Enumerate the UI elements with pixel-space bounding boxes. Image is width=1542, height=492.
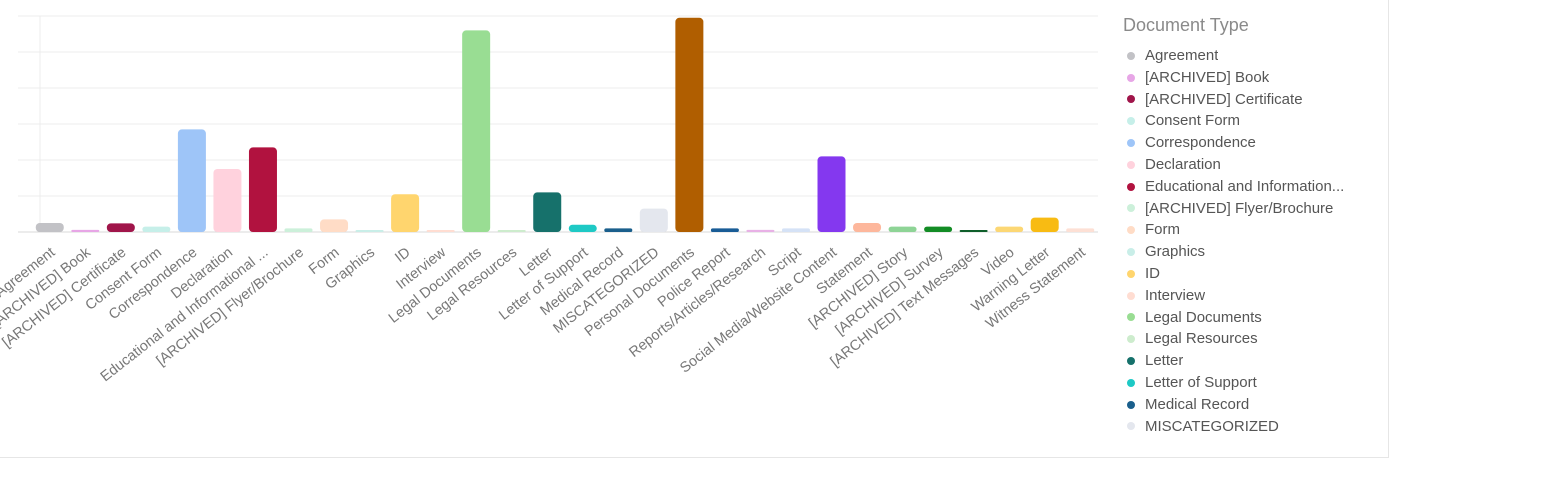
legend-item[interactable]: Letter of Support: [1123, 372, 1383, 394]
legend-color-dot-icon: [1127, 269, 1135, 278]
legend-item-label: Form: [1145, 221, 1180, 239]
legend-color-dot-icon: [1127, 73, 1135, 82]
legend-item-label: Agreement: [1145, 47, 1219, 64]
bar[interactable]: [995, 226, 1024, 232]
bar[interactable]: [355, 230, 384, 232]
legend-color-dot-icon: [1127, 117, 1135, 126]
bar[interactable]: [106, 223, 135, 232]
legend-item[interactable]: Educational and Information...: [1123, 176, 1383, 198]
bar[interactable]: [177, 129, 206, 232]
x-tick-label: ID: [392, 245, 413, 267]
bar[interactable]: [959, 230, 988, 232]
bar[interactable]: [746, 229, 775, 232]
legend-color-dot-icon: [1127, 422, 1135, 431]
legend-item-label: Correspondence: [1145, 134, 1256, 152]
legend-title: Document Type: [1123, 15, 1249, 35]
bar[interactable]: [675, 17, 704, 232]
legend-color-dot-icon: [1127, 400, 1135, 409]
legend-item[interactable]: Form: [1123, 219, 1383, 241]
legend-item[interactable]: [ARCHIVED] Certificate: [1123, 89, 1383, 111]
legend-item[interactable]: Declaration: [1123, 154, 1383, 176]
bar[interactable]: [1066, 228, 1095, 232]
bar[interactable]: [853, 223, 882, 232]
legend-item[interactable]: [ARCHIVED] Book: [1123, 67, 1383, 89]
legend-item-label: [ARCHIVED] Book: [1145, 68, 1270, 86]
legend-item[interactable]: Letter: [1123, 350, 1383, 372]
bar[interactable]: [248, 147, 277, 232]
legend-item-label: [ARCHIVED] Flyer/Brochure: [1145, 199, 1334, 217]
bar[interactable]: [284, 228, 313, 232]
bar[interactable]: [710, 228, 739, 232]
legend-item[interactable]: Legal Resources: [1123, 328, 1383, 350]
bar[interactable]: [462, 30, 491, 233]
legend-item-label: Consent Form: [1145, 112, 1241, 130]
legend-item-label: Letter of Support: [1145, 373, 1257, 391]
bar[interactable]: [426, 230, 455, 232]
legend-item[interactable]: ID: [1123, 263, 1383, 285]
chart-panel: Agreement [ARCHIVED] Book [ARCHIVED] Certi…: [0, 0, 1389, 458]
bar[interactable]: [71, 229, 100, 232]
legend-item-label: Medical Record: [1145, 395, 1250, 413]
bar[interactable]: [391, 194, 420, 232]
legend-item-label: [ARCHIVED] Certificate: [1145, 90, 1303, 108]
bar[interactable]: [924, 226, 953, 232]
legend-item[interactable]: Legal Documents: [1123, 307, 1383, 329]
bar[interactable]: [497, 230, 526, 232]
bar[interactable]: [568, 224, 597, 232]
bar[interactable]: [213, 169, 242, 232]
legend-color-dot-icon: [1127, 378, 1135, 387]
legend-item-label: Letter: [1145, 352, 1184, 370]
legend-item[interactable]: Graphics: [1123, 241, 1383, 263]
legend-item-label: Legal Documents: [1145, 308, 1262, 326]
bar[interactable]: [817, 156, 846, 232]
legend-item-label: MISCATEGORIZED: [1145, 417, 1279, 435]
legend-item[interactable]: Medical Record: [1123, 394, 1383, 416]
legend-color-dot-icon: [1127, 139, 1135, 148]
bar[interactable]: [604, 228, 633, 232]
legend-item[interactable]: MISCATEGORIZED: [1123, 416, 1383, 438]
legend-item-label: Educational and Information...: [1145, 177, 1345, 195]
chart-legend: Document Type Agreement [ARCHIVED] Book [A…: [1123, 13, 1383, 437]
bar[interactable]: [1030, 217, 1059, 232]
bar[interactable]: [781, 228, 810, 232]
legend-color-dot-icon: [1127, 51, 1135, 60]
legend-item-label: Legal Resources: [1145, 330, 1258, 348]
legend-color-dot-icon: [1127, 160, 1135, 169]
legend-color-dot-icon: [1127, 226, 1135, 235]
chart-bars: [35, 17, 1095, 233]
legend-item[interactable]: Agreement: [1123, 45, 1383, 67]
legend-item[interactable]: Consent Form: [1123, 110, 1383, 132]
legend-item-label: Interview: [1145, 286, 1206, 304]
bar[interactable]: [35, 223, 64, 232]
legend-item-label: Declaration: [1145, 155, 1221, 173]
legend-color-dot-icon: [1127, 313, 1135, 322]
legend-color-dot-icon: [1127, 291, 1135, 300]
legend-item[interactable]: Interview: [1123, 285, 1383, 307]
legend-color-dot-icon: [1127, 248, 1135, 257]
legend-item[interactable]: Correspondence: [1123, 132, 1383, 154]
legend-item-label: ID: [1145, 264, 1160, 282]
legend-item[interactable]: [ARCHIVED] Flyer/Brochure: [1123, 198, 1383, 220]
legend-color-dot-icon: [1127, 335, 1135, 344]
legend-color-dot-icon: [1127, 357, 1135, 366]
bar[interactable]: [639, 208, 668, 232]
legend-color-dot-icon: [1127, 182, 1135, 191]
legend-color-dot-icon: [1127, 95, 1135, 104]
bar[interactable]: [320, 219, 349, 232]
bar[interactable]: [142, 226, 171, 232]
chart-x-tick-labels: Agreement[ARCHIVED] Book[ARCHIVED] Certi…: [0, 244, 1089, 385]
legend-color-dot-icon: [1127, 204, 1135, 213]
bar[interactable]: [888, 226, 917, 232]
bar-chart: Agreement[ARCHIVED] Book[ARCHIVED] Certi…: [0, 15, 1098, 385]
legend-list: Agreement [ARCHIVED] Book [ARCHIVED] Certi…: [1123, 45, 1383, 437]
bar[interactable]: [533, 192, 562, 232]
legend-item-label: Graphics: [1145, 243, 1206, 261]
